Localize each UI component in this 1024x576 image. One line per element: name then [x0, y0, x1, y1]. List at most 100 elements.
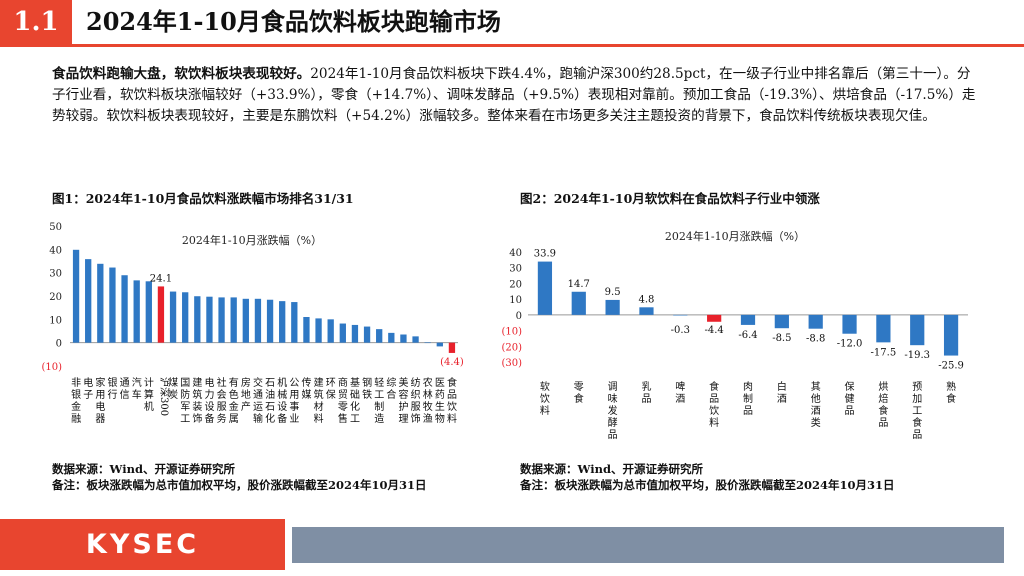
chart2-subsector-returns: (30) (20) (10) 0 10 20 30 40 2024年1-10月涨跌幅（%） 33.… [501, 229, 968, 441]
chart1-ytick-label: 10 [49, 315, 62, 326]
chart1-bar [315, 318, 322, 343]
chart1-bar [218, 297, 225, 343]
chart1-bar [194, 296, 201, 343]
chart2-bar [842, 314, 857, 334]
chart2-data-label: 9.5 [605, 287, 621, 298]
chart2-data-label: 33.9 [534, 249, 556, 260]
chart1-category-label: 建筑材料 [314, 376, 324, 425]
section-number: 1.1 [0, 0, 72, 44]
chart2-data-label: 14.7 [568, 279, 590, 290]
figure1-note: 备注：板块涨跌幅为总市值加权平均，股价涨跌幅截至2024年10月31日 [52, 478, 427, 492]
chart1-category-label: 轻工制造 [374, 376, 384, 425]
chart1-category-label: 传媒 [301, 377, 311, 401]
chart1-bar [376, 329, 383, 343]
chart1-bar [400, 334, 407, 343]
chart2-category-label: 烘焙食品 [878, 381, 888, 429]
chart1-category-label: 公用事业 [289, 378, 299, 425]
footer-bar [292, 527, 1004, 563]
chart1-bar [242, 298, 249, 343]
chart1-category-label: 石油石化 [265, 378, 275, 425]
chart2-data-label: -17.5 [871, 347, 897, 358]
chart2-bar [571, 291, 586, 315]
chart1-category-label: 美容护理 [398, 376, 408, 425]
chart2-category-label: 调味发酵品 [608, 381, 618, 441]
chart2-ytick-label: (30) [501, 358, 522, 369]
chart2-category-label: 乳品 [641, 380, 651, 405]
chart1-title: 2024年1-10月涨跌幅（%） [182, 233, 322, 247]
chart2-category-label: 肉制品 [743, 380, 753, 417]
chart2-title: 2024年1-10月涨跌幅（%） [665, 229, 805, 243]
chart1-bar [206, 296, 213, 343]
chart1-category-label: 电子 [83, 376, 93, 401]
chart1-bar [182, 292, 189, 343]
chart1-ytick-label: 40 [49, 245, 62, 256]
figure2-caption: 图2：2024年1-10月软饮料在食品饮料子行业中领涨 [520, 191, 820, 206]
chart2-bar [808, 314, 823, 329]
chart2-ytick-label: 10 [509, 295, 522, 306]
chart2-bar [639, 307, 654, 315]
chart1-category-label: 计算机 [144, 376, 154, 413]
chart1-bar [363, 326, 371, 343]
chart2-category-label: 熟食 [946, 380, 956, 405]
chart1-bar [85, 259, 92, 343]
figure1-source: 数据来源：Wind、开源证券研究所 [52, 462, 235, 476]
chart1-bar [436, 342, 443, 347]
chart1-bar [327, 319, 334, 343]
chart2-bar [537, 261, 553, 315]
chart1-bar [291, 302, 298, 343]
chart1-bar [424, 342, 431, 344]
chart1-bar [388, 332, 395, 343]
chart2-category-label: 零食 [574, 381, 584, 405]
chart2-data-label: -8.5 [772, 333, 791, 344]
chart1-category-label: 基础化工 [350, 376, 360, 425]
chart1-bar [303, 317, 310, 343]
chart2-ytick-label: (10) [501, 327, 522, 338]
chart1-ytick-label: 30 [49, 269, 62, 280]
chart1-category-label: 沪深300 [158, 377, 171, 416]
chart2-category-label: 食品饮料 [709, 380, 719, 429]
chart2-ytick-label: 30 [509, 264, 522, 275]
chart1-ytick-label: (10) [41, 362, 62, 373]
chart1-data-label: 24.1 [150, 273, 172, 284]
chart1-category-label: 汽车 [132, 376, 142, 401]
chart2-category-label: 白酒 [777, 380, 787, 405]
chart1-category-label: 家用电器 [95, 376, 105, 425]
chart2-ytick-label: (20) [501, 342, 522, 353]
chart1-bar [279, 301, 286, 343]
chart2-data-label: -19.3 [904, 350, 930, 361]
chart1-category-label: 房地产 [241, 376, 251, 413]
chart2-category-label: 软饮料 [540, 380, 550, 417]
chart2-bar [673, 314, 688, 316]
chart1-bar [145, 281, 152, 343]
chart1-bar [133, 280, 140, 343]
kysec-logo: KYSEC [0, 519, 285, 570]
chart1-category-label: 环保 [326, 378, 336, 401]
chart1-category-label: 纺织服饰 [411, 376, 421, 425]
chart1-ytick-label: 50 [49, 222, 62, 233]
chart2-data-label: -6.4 [738, 330, 757, 341]
chart2-data-label: -0.3 [671, 325, 690, 336]
chart1-bar [121, 275, 128, 343]
chart1-category-label: 国防军工 [180, 377, 190, 425]
chart2-bar [876, 314, 891, 343]
chart1-bar [72, 249, 80, 343]
chart2-ytick-label: 0 [516, 311, 522, 322]
chart1-category-label: 建筑装饰 [192, 376, 202, 425]
chart1-category-label: 煤炭 [168, 376, 178, 401]
chart1-bar [351, 324, 359, 343]
chart2-bar [605, 299, 620, 315]
chart2-data-label: -4.4 [705, 325, 724, 336]
chart1-category-label: 农林牧渔 [423, 376, 433, 425]
chart1-bar [266, 299, 274, 343]
chart2-category-label: 啤酒 [675, 381, 685, 405]
chart1-category-label: 医药生物 [435, 377, 445, 425]
chart1-data-label: (4.4) [440, 357, 464, 368]
chart1-category-label: 非银金融 [71, 377, 81, 425]
chart1-category-label: 社会服务 [217, 376, 227, 425]
chart1-category-label: 钢铁 [362, 376, 372, 401]
chart1-category-label: 机械设备 [277, 376, 287, 425]
chart1-bar [169, 291, 177, 343]
chart2-data-label: -25.9 [938, 361, 964, 372]
summary-body: 2024年1-10月食品饮料板块下跌4.4%，跑输沪深300约28.5pct，在… [52, 66, 976, 124]
chart1-ytick-label: 20 [49, 292, 62, 303]
